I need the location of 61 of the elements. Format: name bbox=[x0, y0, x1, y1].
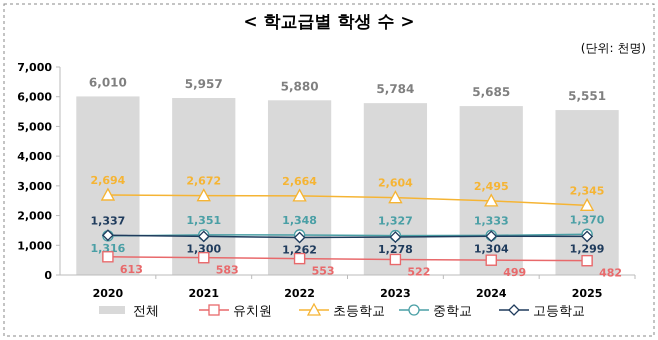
point bbox=[580, 198, 594, 211]
data-label: 2,604 bbox=[378, 176, 414, 190]
data-label: 499 bbox=[503, 266, 526, 280]
x-tick-label: 2021 bbox=[188, 287, 220, 300]
x-tick-label: 2024 bbox=[476, 287, 507, 300]
data-label: 1,262 bbox=[282, 244, 317, 256]
data-label: 1,316 bbox=[90, 242, 126, 255]
data-label: 5,685 bbox=[472, 85, 510, 100]
data-label: 1,304 bbox=[474, 242, 509, 256]
data-label: 1,333 bbox=[474, 214, 509, 228]
data-label: 583 bbox=[216, 264, 239, 277]
data-label: 2,664 bbox=[282, 174, 318, 188]
y-tick-label: 3,000 bbox=[17, 180, 52, 193]
data-label: 1,348 bbox=[282, 214, 317, 227]
data-label: 553 bbox=[312, 264, 335, 278]
x-tick-label: 2020 bbox=[92, 287, 124, 300]
data-label: 613 bbox=[120, 262, 143, 276]
x-tick-label: 2023 bbox=[380, 287, 411, 300]
point bbox=[101, 188, 115, 201]
y-tick-label: 4,000 bbox=[17, 150, 52, 164]
y-tick-label: 1,000 bbox=[17, 239, 52, 252]
legend-label: 중학교 bbox=[433, 304, 472, 319]
data-label: 5,880 bbox=[280, 79, 319, 94]
y-tick-label: 6,000 bbox=[17, 90, 52, 104]
point bbox=[486, 254, 497, 266]
x-tick-label: 2022 bbox=[284, 287, 315, 300]
point bbox=[581, 255, 593, 266]
y-tick-label: 2,000 bbox=[17, 210, 52, 223]
point bbox=[388, 190, 402, 204]
data-label: 6,010 bbox=[88, 75, 127, 90]
data-label: 2,345 bbox=[570, 184, 604, 198]
data-label: 1,327 bbox=[378, 214, 413, 228]
data-label: 1,300 bbox=[186, 242, 222, 256]
point bbox=[197, 188, 210, 202]
text: (단위: 천명) bbox=[580, 41, 646, 55]
data-label: 1,278 bbox=[378, 243, 413, 256]
data-label: 482 bbox=[599, 266, 622, 280]
data-label: 522 bbox=[407, 265, 430, 278]
legend-label: 전체 bbox=[133, 304, 159, 319]
chart-title: < 학교급별 학생 수 > bbox=[243, 12, 415, 32]
data-label: 1,351 bbox=[186, 214, 222, 227]
point bbox=[292, 189, 306, 202]
legend-label: 유치원 bbox=[233, 304, 272, 319]
y-tick-label: 0 bbox=[44, 269, 52, 282]
y-tick-label: 5,000 bbox=[17, 120, 52, 134]
data-label: 5,551 bbox=[568, 89, 606, 104]
data-label: 1,299 bbox=[570, 242, 604, 256]
data-label: 5,784 bbox=[376, 82, 414, 96]
data-label: 1,337 bbox=[90, 214, 126, 228]
data-label: 2,672 bbox=[186, 174, 222, 188]
data-label: 1,370 bbox=[570, 213, 605, 226]
legend-label: 고등학교 bbox=[533, 304, 585, 319]
y-tick-label: 7,000 bbox=[17, 61, 52, 74]
data-label: 2,694 bbox=[90, 174, 126, 187]
data-label: 5,957 bbox=[184, 76, 223, 91]
point bbox=[581, 230, 593, 242]
point bbox=[484, 194, 498, 207]
point bbox=[294, 232, 306, 244]
legend-label: 초등학교 bbox=[333, 304, 385, 319]
data-label: 2,495 bbox=[474, 180, 509, 193]
x-tick-label: 2025 bbox=[572, 287, 602, 300]
